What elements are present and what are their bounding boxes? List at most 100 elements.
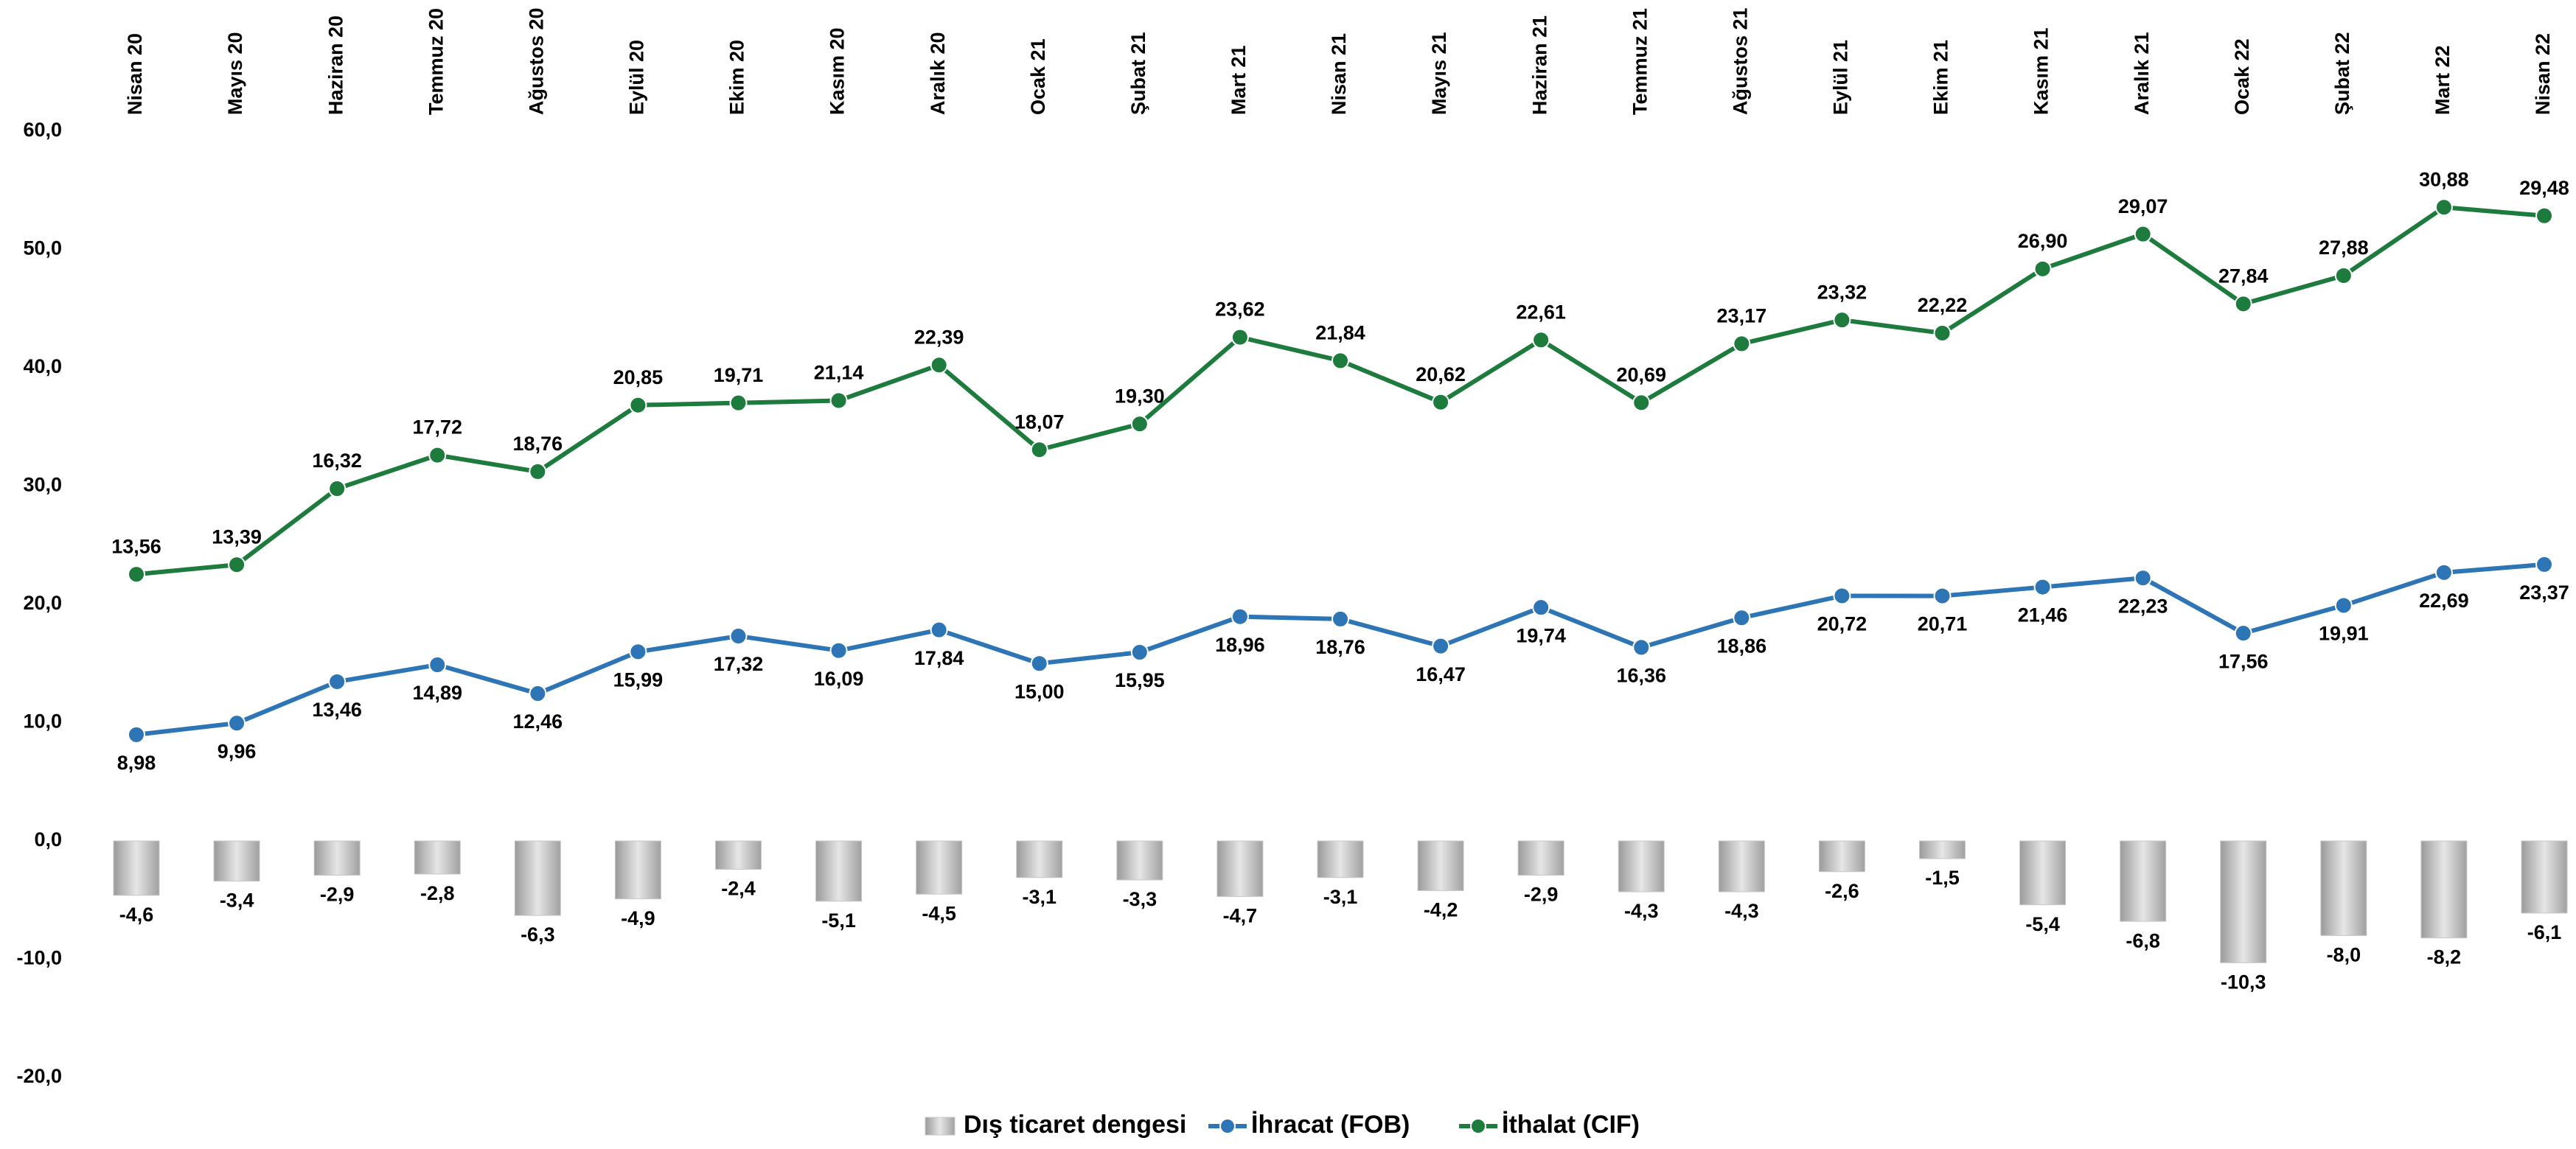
- line-value-label: 13,46: [312, 699, 362, 721]
- x-tick-label: Ağustos 21: [1729, 7, 1751, 115]
- line-marker: [1933, 587, 1952, 605]
- y-tick-label: -10,0: [16, 947, 62, 969]
- line-marker: [2134, 225, 2152, 243]
- line-marker: [2033, 578, 2052, 596]
- bar-value-label: -8,2: [2427, 946, 2462, 968]
- bar-value-label: -3,4: [220, 890, 254, 912]
- line-marker: [1030, 654, 1048, 673]
- line-marker: [529, 462, 547, 481]
- bar-value-label: -3,1: [1022, 886, 1056, 908]
- line-value-label: 23,17: [1717, 305, 1767, 327]
- bar: [715, 840, 762, 870]
- line-value-label: 18,96: [1215, 634, 1265, 656]
- x-tick-label: Temmuz 21: [1629, 8, 1651, 115]
- x-tick-label: Mayıs 20: [224, 32, 246, 115]
- x-tick-label: Kasım 20: [826, 27, 849, 115]
- bar-value-label: -6,1: [2527, 921, 2562, 943]
- bar-value-label: -2,9: [1524, 884, 1559, 906]
- line-marker: [128, 565, 145, 584]
- bar: [1216, 840, 1264, 897]
- line-marker: [1632, 638, 1651, 657]
- x-tick-label: Ağustos 20: [525, 7, 547, 115]
- y-tick-label: 20,0: [23, 592, 62, 614]
- line-marker: [1331, 352, 1349, 370]
- line-value-label: 8,98: [117, 752, 156, 774]
- bar: [1718, 840, 1765, 893]
- line-value-label: 19,91: [2319, 623, 2369, 645]
- line-value-label: 19,30: [1115, 385, 1165, 407]
- bar: [414, 840, 461, 875]
- line-value-label: 19,71: [714, 364, 764, 386]
- bar: [2420, 840, 2468, 939]
- line-value-label: 22,39: [914, 326, 964, 348]
- line-marker: [629, 643, 647, 661]
- x-tick-label: Mart 21: [1228, 45, 1250, 115]
- legend-marker: [1219, 1118, 1236, 1134]
- line-value-label: 17,56: [2218, 650, 2269, 672]
- line-marker: [729, 627, 748, 646]
- line-marker: [2434, 198, 2453, 217]
- bar: [815, 840, 863, 902]
- x-tick-label: Şubat 21: [1127, 32, 1149, 115]
- line-value-label: 22,61: [1516, 301, 1566, 323]
- bar-value-label: -4,5: [922, 902, 956, 924]
- line-value-label: 16,32: [312, 450, 362, 472]
- bar: [1317, 840, 1364, 879]
- line-marker: [228, 714, 246, 733]
- line-marker: [328, 672, 347, 691]
- line-marker: [128, 725, 145, 744]
- line-marker: [1532, 598, 1550, 617]
- line-value-label: 18,76: [1315, 636, 1365, 658]
- y-tick-label: 10,0: [23, 710, 62, 733]
- line-value-label: 17,72: [412, 416, 462, 439]
- bar: [1517, 840, 1564, 876]
- line-marker: [629, 396, 647, 414]
- x-tick-label: Ocak 21: [1027, 38, 1049, 115]
- line-marker: [1632, 394, 1651, 412]
- line-value-label: 15,99: [613, 668, 664, 691]
- x-tick-label: Ekim 21: [1930, 40, 1952, 115]
- bar: [1618, 840, 1665, 893]
- bar-value-label: -4,2: [1424, 899, 1458, 921]
- bar-value-label: -2,8: [420, 882, 455, 904]
- line-marker: [1230, 328, 1249, 346]
- line-value-label: 22,22: [1918, 294, 1968, 316]
- line-value-label: 20,85: [613, 366, 664, 388]
- line-marker: [1532, 331, 1550, 349]
- line-marker: [729, 394, 748, 412]
- line: [136, 205, 2545, 577]
- x-tick-label: Aralık 20: [927, 32, 949, 115]
- line-value-label: 27,88: [2319, 237, 2369, 259]
- bar-value-label: -6,3: [521, 923, 555, 946]
- line-value-label: 14,89: [412, 682, 462, 704]
- bar: [2521, 840, 2568, 914]
- x-tick-label: Haziran 21: [1528, 15, 1550, 115]
- bar: [2019, 840, 2067, 906]
- line-marker: [1933, 324, 1952, 342]
- line-value-label: 20,69: [1616, 363, 1666, 385]
- x-tick-label: Kasım 21: [2030, 27, 2053, 115]
- line-marker: [829, 391, 848, 410]
- line-marker: [829, 641, 848, 660]
- bar: [916, 840, 963, 895]
- y-tick-label: 50,0: [23, 237, 62, 259]
- line-value-label: 17,84: [914, 647, 964, 669]
- line-value-label: 16,47: [1416, 663, 1466, 685]
- line-value-label: 13,56: [111, 535, 161, 557]
- line-marker: [1432, 637, 1450, 655]
- y-tick-label: 40,0: [23, 355, 62, 377]
- x-tick-label: Nisan 22: [2532, 33, 2554, 115]
- y-tick-label: 30,0: [23, 474, 62, 496]
- bar: [2320, 840, 2367, 936]
- y-tick-label: 0,0: [34, 828, 62, 851]
- line-value-label: 22,23: [2118, 595, 2168, 617]
- line-value-label: 18,07: [1014, 411, 1065, 433]
- line-value-label: 16,36: [1616, 665, 1666, 687]
- x-tick-label: Ekim 20: [726, 40, 748, 115]
- line-marker: [1230, 607, 1249, 626]
- bar-value-label: -2,9: [320, 884, 355, 906]
- line-marker: [1030, 441, 1048, 459]
- line-value-label: 12,46: [513, 710, 563, 733]
- bar-value-label: -4,3: [1624, 900, 1659, 922]
